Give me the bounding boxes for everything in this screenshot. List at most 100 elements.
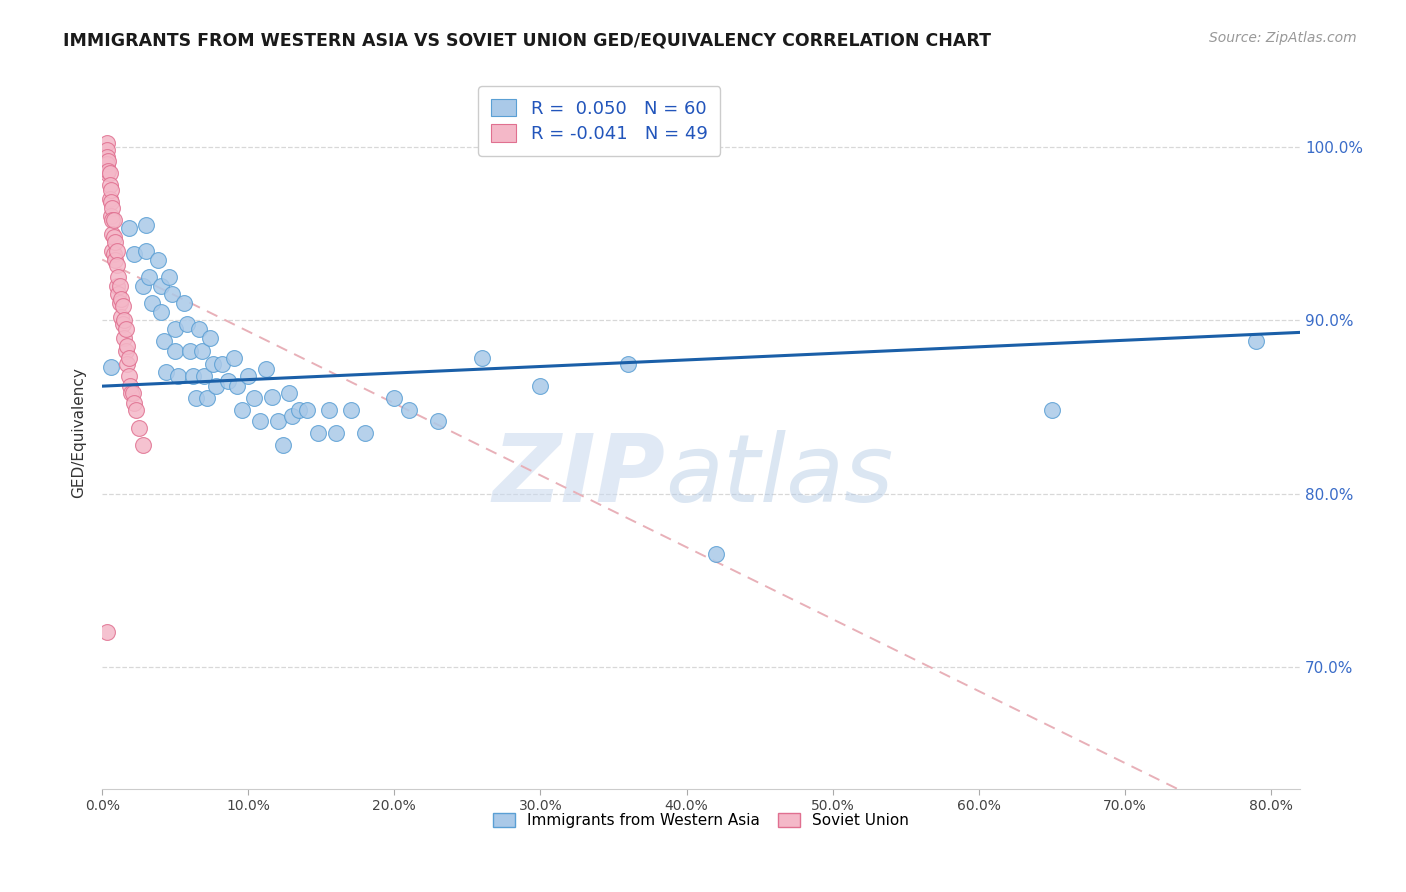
Point (155, 365, 177, 379)
Point (225, 379, 247, 393)
Point (117, 221, 139, 235)
Point (115, 339, 138, 353)
Point (318, 403, 340, 417)
Point (105, 278, 128, 293)
Point (202, 357, 225, 371)
Point (1244, 334, 1267, 348)
Point (427, 414, 450, 428)
Point (105, 244, 128, 258)
Point (104, 235, 127, 250)
Point (105, 258, 128, 272)
Point (266, 414, 288, 428)
Point (704, 548, 727, 562)
Point (98, 166, 121, 180)
Point (97, 153, 120, 168)
Point (100, 183, 122, 197)
Point (124, 247, 146, 261)
Point (176, 317, 198, 331)
Point (108, 296, 131, 310)
Point (118, 379, 141, 393)
Point (249, 414, 271, 428)
Point (103, 247, 125, 261)
Point (398, 403, 420, 417)
Point (141, 296, 163, 310)
Point (200, 330, 222, 344)
Point (117, 351, 139, 366)
Point (135, 244, 157, 258)
Point (354, 425, 377, 440)
Point (149, 304, 172, 318)
Point (112, 330, 135, 344)
Point (1040, 403, 1063, 417)
Point (104, 252, 127, 267)
Point (98, 178, 121, 192)
Point (107, 287, 129, 301)
Point (278, 386, 301, 401)
Point (96, 150, 118, 164)
Point (115, 357, 138, 371)
Legend: Immigrants from Western Asia, Soviet Union: Immigrants from Western Asia, Soviet Uni… (488, 806, 915, 834)
Y-axis label: GED/Equivalency: GED/Equivalency (72, 368, 86, 499)
Point (529, 379, 551, 393)
Point (471, 351, 494, 366)
Point (231, 403, 253, 417)
Point (211, 357, 233, 371)
Point (222, 351, 245, 366)
Point (254, 361, 277, 376)
Point (295, 403, 318, 417)
Point (100, 209, 122, 223)
Point (162, 287, 184, 301)
Point (138, 269, 160, 284)
Point (288, 403, 311, 417)
Point (132, 438, 155, 452)
Point (181, 368, 204, 383)
Point (101, 212, 124, 227)
Point (187, 322, 209, 336)
Point (110, 310, 132, 324)
Point (146, 252, 169, 267)
Point (152, 334, 174, 348)
Point (112, 313, 135, 327)
Point (132, 278, 155, 293)
Point (96, 166, 118, 180)
Point (273, 438, 295, 452)
Point (114, 322, 136, 336)
Point (167, 368, 190, 383)
Point (120, 386, 142, 401)
Point (260, 390, 283, 404)
Point (100, 360, 122, 375)
Point (96, 136, 118, 151)
Text: IMMIGRANTS FROM WESTERN ASIA VS SOVIET UNION GED/EQUIVALENCY CORRELATION CHART: IMMIGRANTS FROM WESTERN ASIA VS SOVIET U… (63, 31, 991, 49)
Point (193, 368, 215, 383)
Point (205, 379, 228, 393)
Point (135, 218, 157, 232)
Point (197, 392, 219, 406)
Text: Source: ZipAtlas.com: Source: ZipAtlas.com (1209, 31, 1357, 45)
Point (101, 227, 124, 241)
Point (307, 425, 329, 440)
Point (97, 164, 120, 178)
Point (103, 230, 125, 244)
Point (339, 403, 361, 417)
Point (96, 157, 118, 171)
Point (111, 299, 134, 313)
Text: atlas: atlas (665, 430, 893, 521)
Point (96, 625, 118, 640)
Point (122, 386, 145, 401)
Point (382, 392, 405, 406)
Text: ZIP: ZIP (492, 430, 665, 522)
Point (124, 396, 146, 410)
Point (617, 357, 640, 371)
Point (149, 278, 172, 293)
Point (103, 212, 125, 227)
Point (238, 368, 260, 383)
Point (111, 317, 134, 331)
Point (128, 421, 150, 435)
Point (165, 322, 187, 336)
Point (114, 344, 136, 359)
Point (325, 425, 347, 440)
Point (125, 403, 148, 417)
Point (157, 269, 180, 284)
Point (184, 392, 207, 406)
Point (179, 344, 201, 359)
